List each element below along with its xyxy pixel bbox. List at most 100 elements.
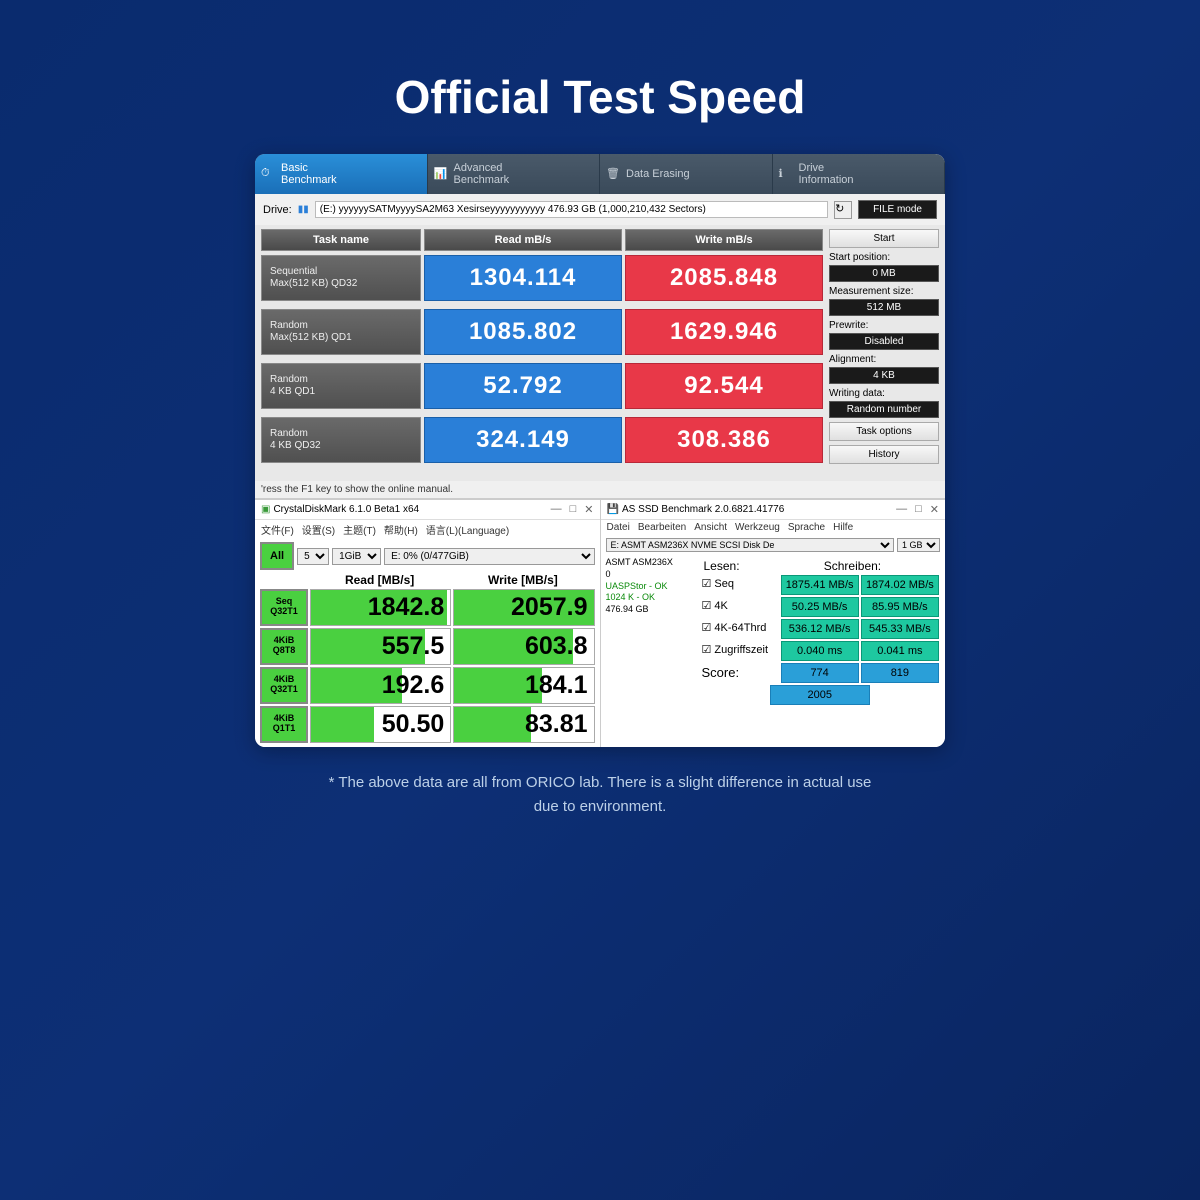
align-label: Alignment: — [829, 354, 939, 365]
prewrite-value: Disabled — [829, 333, 939, 350]
start-pos-label: Start position: — [829, 252, 939, 263]
menu-item[interactable]: Bearbeiten — [638, 522, 686, 533]
minimize-icon[interactable]: — — [896, 503, 907, 516]
asssd-head-read: Lesen: — [700, 557, 820, 575]
cdm-read-val: 1842.8 — [310, 589, 451, 626]
menu-item[interactable]: 设置(S) — [302, 526, 335, 537]
asssd-score-read: 774 — [781, 663, 859, 683]
asssd-row: ☑ 4K50.25 MB/s85.95 MB/s — [700, 597, 941, 617]
read-cell: 1085.802 — [424, 309, 622, 355]
cdm-write-val: 2057.9 — [453, 589, 594, 626]
header-read: Read mB/s — [424, 229, 622, 251]
reload-button[interactable]: ↻ — [834, 201, 852, 219]
cdm-runs-select[interactable]: 5 — [297, 548, 329, 565]
menu-item[interactable]: Ansicht — [694, 522, 727, 533]
close-icon[interactable]: ✕ — [930, 503, 939, 516]
cdm-head-write: Write [MB/s] — [451, 573, 594, 587]
bench-row: RandomMax(512 KB) QD11085.8021629.946 — [261, 309, 823, 355]
meas-size-value: 512 MB — [829, 299, 939, 316]
maximize-icon[interactable]: □ — [570, 503, 577, 516]
read-cell: 324.149 — [424, 417, 622, 463]
read-cell: 52.792 — [424, 363, 622, 409]
asssd-device-info: ASMT ASM236X 0 UASPStor - OK 1024 K - OK… — [606, 557, 696, 705]
history-button[interactable]: History — [829, 445, 939, 464]
drive-label: Drive: — [263, 204, 292, 216]
menu-item[interactable]: 语言(L)(Language) — [426, 526, 509, 537]
menu-item[interactable]: 帮助(H) — [384, 526, 418, 537]
write-cell: 308.386 — [625, 417, 823, 463]
bench-row: SequentialMax(512 KB) QD321304.1142085.8… — [261, 255, 823, 301]
top-benchmark-app: ⏱BasicBenchmark📊AdvancedBenchmark🗑Data E… — [255, 154, 945, 498]
cdm-write-val: 83.81 — [453, 706, 594, 743]
close-icon[interactable]: ✕ — [584, 503, 593, 516]
asssd-row-label: ☑ 4K — [700, 597, 780, 617]
tab-icon: 🗑 — [606, 167, 620, 181]
asssd-score-label: Score: — [700, 663, 780, 683]
asssd-size-select[interactable]: 1 GB — [897, 538, 940, 552]
cdm-write-val: 603.8 — [453, 628, 594, 665]
menu-item[interactable]: Sprache — [788, 522, 825, 533]
tab-icon: 📊 — [434, 167, 448, 181]
asssd-app: 💾 AS SSD Benchmark 2.0.6821.41776 — □ ✕ … — [601, 500, 946, 747]
align-value: 4 KB — [829, 367, 939, 384]
cdm-read-val: 50.50 — [310, 706, 451, 743]
menu-item[interactable]: 主题(T) — [343, 526, 376, 537]
task-cell: Random4 KB QD32 — [261, 417, 421, 463]
task-options-button[interactable]: Task options — [829, 422, 939, 441]
task-cell: RandomMax(512 KB) QD1 — [261, 309, 421, 355]
asssd-score-write: 819 — [861, 663, 939, 683]
asssd-row-label: ☑ Seq — [700, 575, 780, 595]
side-panel: Start Start position: 0 MB Measurement s… — [829, 229, 939, 471]
task-cell: Random4 KB QD1 — [261, 363, 421, 409]
cdm-head-read: Read [MB/s] — [308, 573, 451, 587]
maximize-icon[interactable]: □ — [915, 503, 922, 516]
task-cell: SequentialMax(512 KB) QD32 — [261, 255, 421, 301]
cdm-size-select[interactable]: 1GiB — [332, 548, 381, 565]
menu-item[interactable]: 文件(F) — [261, 526, 294, 537]
cdm-all-button[interactable]: All — [260, 542, 294, 570]
asssd-drive-select[interactable]: E: ASMT ASM236X NVME SCSI Disk De — [606, 538, 895, 552]
asssd-menubar[interactable]: Datei Bearbeiten Ansicht Werkzeug Sprache Hil… — [601, 520, 946, 535]
writing-label: Writing data: — [829, 388, 939, 399]
header-task: Task name — [261, 229, 421, 251]
tab-icon: ℹ — [779, 167, 793, 181]
tab-3[interactable]: ℹDriveInformation — [773, 154, 946, 194]
cdm-row: 4KiBQ8T8557.5603.8 — [260, 628, 595, 665]
asssd-row: ☑ Seq1875.41 MB/s1874.02 MB/s — [700, 575, 941, 595]
tab-1[interactable]: 📊AdvancedBenchmark — [428, 154, 601, 194]
cdm-drive-select[interactable]: E: 0% (0/477GiB) — [384, 548, 594, 565]
cdm-menubar[interactable]: 文件(F) 设置(S) 主题(T) 帮助(H) 语言(L)(Language) — [255, 520, 600, 539]
minimize-icon[interactable]: — — [551, 503, 562, 516]
asssd-write-cell: 1874.02 MB/s — [861, 575, 939, 595]
tab-2[interactable]: 🗑Data Erasing — [600, 154, 773, 194]
tab-0[interactable]: ⏱BasicBenchmark — [255, 154, 428, 194]
start-pos-value: 0 MB — [829, 265, 939, 282]
start-button[interactable]: Start — [829, 229, 939, 248]
asssd-write-cell: 0.041 ms — [861, 641, 939, 661]
cdm-test-button[interactable]: 4KiBQ32T1 — [260, 667, 308, 704]
cdm-read-val: 557.5 — [310, 628, 451, 665]
cdm-title: CrystalDiskMark 6.1.0 Beta1 x64 — [273, 504, 550, 515]
asssd-write-cell: 545.33 MB/s — [861, 619, 939, 639]
drive-select[interactable]: (E:) yyyyyySATMyyyySA2M63 Xesirseyyyyyyy… — [315, 201, 828, 218]
cdm-test-button[interactable]: 4KiBQ1T1 — [260, 706, 308, 743]
menu-item[interactable]: Hilfe — [833, 522, 853, 533]
cdm-test-button[interactable]: SeqQ32T1 — [260, 589, 308, 626]
writing-value: Random number — [829, 401, 939, 418]
tab-icon: ⏱ — [261, 167, 275, 181]
file-mode-button[interactable]: FILE mode — [858, 200, 937, 219]
asssd-row: ☑ Zugriffszeit0.040 ms0.041 ms — [700, 641, 941, 661]
asssd-read-cell: 50.25 MB/s — [781, 597, 859, 617]
status-bar: 'ress the F1 key to show the online manu… — [255, 481, 945, 498]
bench-row: Random4 KB QD152.79292.544 — [261, 363, 823, 409]
cdm-row: SeqQ32T11842.82057.9 — [260, 589, 595, 626]
footer-note: * The above data are all from ORICO lab.… — [320, 771, 880, 819]
menu-item[interactable]: Datei — [607, 522, 630, 533]
menu-item[interactable]: Werkzeug — [735, 522, 780, 533]
cdm-write-val: 184.1 — [453, 667, 594, 704]
page-title: Official Test Speed — [0, 0, 1200, 154]
cdm-row: 4KiBQ1T150.5083.81 — [260, 706, 595, 743]
header-write: Write mB/s — [625, 229, 823, 251]
cdm-test-button[interactable]: 4KiBQ8T8 — [260, 628, 308, 665]
screenshot-card: ⏱BasicBenchmark📊AdvancedBenchmark🗑Data E… — [255, 154, 945, 747]
